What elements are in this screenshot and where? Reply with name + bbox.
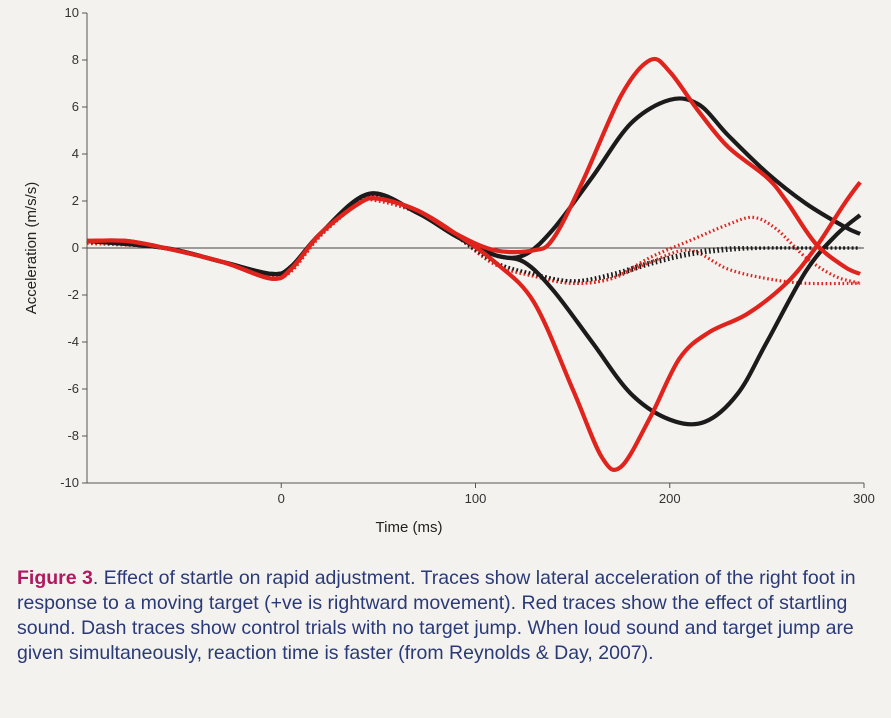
chart-axes: 10 8 6 4 2 0 -2 -4 -6 -8 -10 0 100 200 300 (60, 5, 875, 506)
x-tick-label: 100 (465, 491, 487, 506)
y-tick-label: -8 (67, 428, 79, 443)
y-tick-label: -10 (60, 475, 79, 490)
x-tick-label: 200 (659, 491, 681, 506)
dashed-trace-3 (86, 194, 861, 283)
figure-caption: Figure 3. Effect of startle on rapid adj… (17, 566, 879, 666)
dashed-trace-2 (86, 197, 861, 286)
y-tick-label: 6 (72, 99, 79, 114)
figure-label: Figure 3 (17, 567, 93, 589)
chart-series (86, 56, 862, 473)
x-tick-label: 0 (278, 491, 285, 506)
y-tick-label: -4 (67, 334, 79, 349)
solid-trace-8 (86, 180, 862, 473)
y-tick-label: 2 (72, 193, 79, 208)
y-axis-title: Acceleration (m/s/s) (23, 182, 40, 315)
y-tick-label: 0 (72, 240, 79, 255)
dashed-trace-4 (86, 194, 861, 283)
y-tick-label: 10 (65, 5, 79, 20)
solid-trace-6 (86, 191, 862, 427)
y-tick-label: 4 (72, 146, 79, 161)
y-tick-label: -2 (67, 287, 79, 302)
acceleration-chart: 10 8 6 4 2 0 -2 -4 -6 -8 -10 0 100 200 300 Acceleratio… (23, 5, 875, 536)
x-axis-title: Time (ms) (376, 519, 443, 536)
y-tick-label: 8 (72, 52, 79, 67)
caption-text: . Effect of startle on rapid adjustment.… (17, 567, 856, 664)
x-tick-label: 300 (853, 491, 875, 506)
y-tick-label: -6 (67, 381, 79, 396)
